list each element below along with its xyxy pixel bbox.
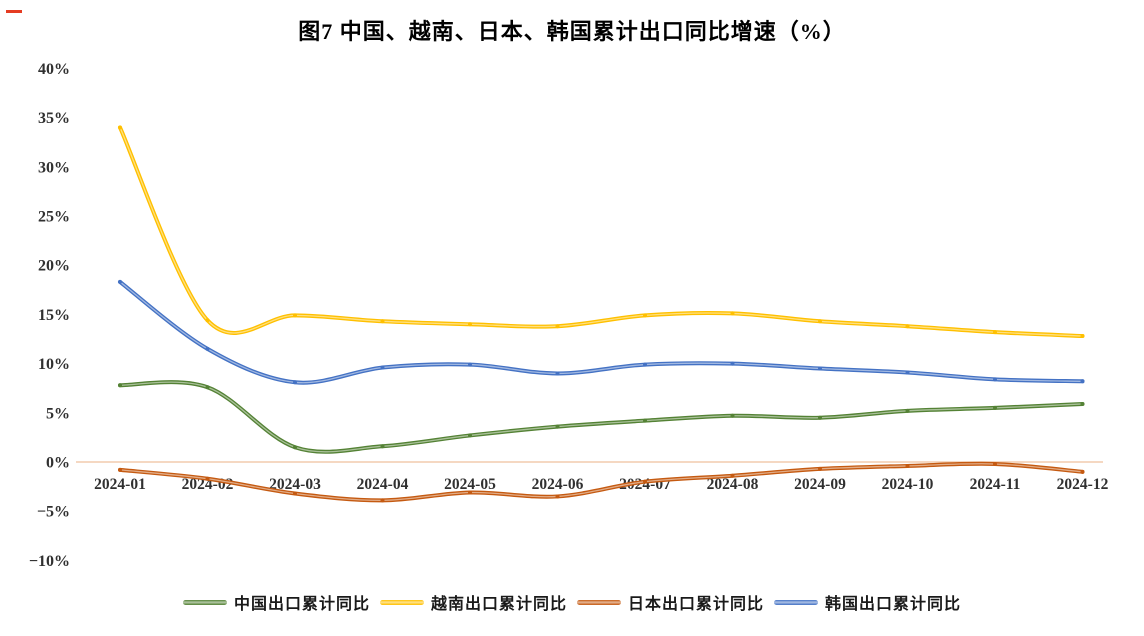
series-3-point-marker bbox=[205, 346, 210, 351]
series-2-point-marker bbox=[993, 461, 997, 466]
legend-line-swatch-icon bbox=[774, 599, 819, 605]
series-0-point-marker bbox=[818, 415, 822, 420]
y-axis-tick-label: −5% bbox=[37, 504, 70, 521]
y-axis-tick-label: 25% bbox=[38, 209, 70, 226]
series-line-sheen-2 bbox=[119, 463, 1084, 502]
red-dash-mark bbox=[6, 10, 22, 13]
legend-item-0: 中国出口累计同比 bbox=[182, 590, 370, 614]
series-2-point-marker bbox=[118, 467, 122, 472]
legend-item-3: 韩国出口累计同比 bbox=[774, 590, 961, 614]
series-1-point-marker bbox=[468, 322, 472, 327]
series-1-point-marker bbox=[643, 313, 647, 318]
x-axis-tick-label: 2024-12 bbox=[1057, 476, 1109, 493]
x-axis-tick-label: 2024-08 bbox=[707, 476, 759, 493]
series-line-2 bbox=[118, 461, 1085, 503]
series-3-point-marker bbox=[905, 370, 910, 375]
legend-item-1: 越南出口累计同比 bbox=[379, 590, 567, 614]
legend-label: 越南出口累计同比 bbox=[430, 596, 567, 613]
y-axis-tick-label: −10% bbox=[29, 553, 70, 570]
series-2-point-marker bbox=[380, 498, 385, 503]
legend-label: 日本出口累计同比 bbox=[628, 596, 765, 613]
series-line-sheen-3 bbox=[119, 281, 1084, 384]
series-line-sheen-0 bbox=[119, 381, 1084, 453]
series-0-point-marker bbox=[380, 444, 385, 449]
series-3-point-marker bbox=[643, 362, 647, 367]
series-0-point-marker bbox=[468, 433, 472, 438]
series-1-point-marker bbox=[1080, 334, 1085, 339]
series-2-point-marker bbox=[905, 463, 910, 468]
series-2-point-marker bbox=[468, 490, 472, 495]
series-0-point-marker bbox=[905, 408, 910, 413]
series-2-point-marker bbox=[643, 479, 647, 484]
legend-line-swatch-icon bbox=[182, 599, 227, 605]
series-line-0 bbox=[118, 380, 1085, 454]
series-3-point-marker bbox=[118, 279, 122, 284]
x-axis-tick-label: 2024-06 bbox=[532, 476, 584, 493]
x-axis-tick-label: 2024-11 bbox=[970, 476, 1021, 493]
series-3-point-marker bbox=[555, 371, 560, 376]
series-0-point-marker bbox=[1080, 401, 1085, 406]
series-3-point-marker bbox=[468, 362, 472, 367]
legend-line-swatch-icon bbox=[577, 599, 621, 605]
series-1-point-marker bbox=[818, 319, 822, 324]
x-axis-tick-label: 2024-10 bbox=[882, 476, 934, 493]
y-axis-tick-label: 15% bbox=[38, 307, 70, 324]
series-line-1 bbox=[118, 125, 1085, 339]
legend-item-2: 日本出口累计同比 bbox=[577, 590, 764, 614]
series-1-point-marker bbox=[205, 318, 210, 323]
series-2-point-marker bbox=[730, 473, 735, 478]
chart-legend: 中国出口累计同比 越南出口累计同比 日本出口累计同比 韩国出口累计同比 bbox=[0, 590, 1144, 614]
series-3-point-marker bbox=[1080, 379, 1085, 384]
series-line-sheen-1 bbox=[119, 126, 1084, 337]
x-axis-tick-label: 2024-01 bbox=[94, 476, 146, 493]
series-1-point-marker bbox=[555, 324, 560, 329]
series-1-point-marker bbox=[118, 125, 122, 130]
series-3-point-marker bbox=[293, 380, 297, 385]
series-3-point-marker bbox=[818, 366, 822, 371]
series-1-point-marker bbox=[993, 330, 997, 335]
series-1-point-marker bbox=[730, 311, 735, 316]
series-3-point-marker bbox=[993, 377, 997, 382]
series-2-point-marker bbox=[1080, 469, 1085, 474]
series-0-point-marker bbox=[730, 413, 735, 418]
series-0-point-marker bbox=[205, 385, 210, 390]
x-axis-tick-label: 2024-05 bbox=[444, 476, 496, 493]
series-1-point-marker bbox=[905, 324, 910, 329]
x-axis-tick-label: 2024-04 bbox=[357, 476, 409, 493]
legend-label: 中国出口累计同比 bbox=[233, 596, 370, 613]
series-2-point-marker bbox=[818, 466, 822, 471]
y-axis-tick-label: 30% bbox=[38, 159, 70, 176]
chart-title: 图7 中国、越南、日本、韩国累计出口同比增速（%） bbox=[298, 19, 846, 44]
series-2-point-marker bbox=[205, 476, 210, 481]
series-3-point-marker bbox=[730, 361, 735, 366]
series-0-point-marker bbox=[118, 383, 122, 388]
series-1-point-marker bbox=[380, 319, 385, 324]
y-axis-tick-label: 40% bbox=[38, 61, 70, 78]
y-axis-tick-label: 10% bbox=[38, 356, 70, 373]
series-2-point-marker bbox=[555, 494, 560, 499]
series-0-point-marker bbox=[993, 405, 997, 410]
series-0-point-marker bbox=[293, 445, 297, 450]
x-axis-tick-label: 2024-03 bbox=[269, 476, 321, 493]
series-3-point-marker bbox=[380, 365, 385, 370]
legend-label: 韩国出口累计同比 bbox=[825, 596, 962, 613]
legend-line-swatch-icon bbox=[379, 599, 424, 605]
series-0-point-marker bbox=[643, 418, 647, 423]
y-axis-tick-label: 20% bbox=[38, 258, 70, 275]
y-axis-tick-label: 35% bbox=[38, 110, 70, 127]
series-line-3 bbox=[118, 279, 1085, 385]
series-1-point-marker bbox=[293, 313, 297, 318]
x-axis-tick-label: 2024-09 bbox=[794, 476, 846, 493]
y-axis-tick-label: 0% bbox=[46, 455, 70, 472]
y-axis-tick-label: 5% bbox=[46, 405, 70, 422]
series-0-point-marker bbox=[555, 424, 560, 429]
series-2-point-marker bbox=[293, 491, 297, 496]
